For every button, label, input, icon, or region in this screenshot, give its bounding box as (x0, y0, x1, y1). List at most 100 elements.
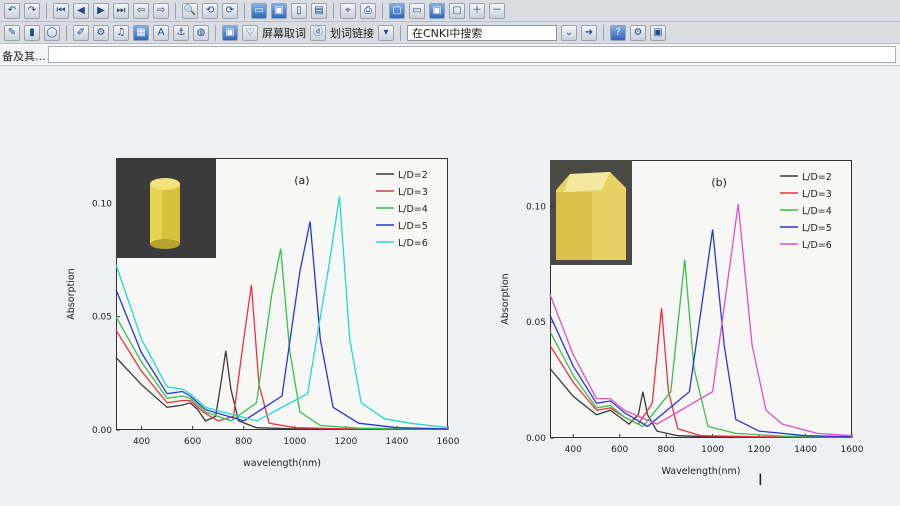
legend-label: L/D=2 (398, 170, 428, 181)
fit-width-icon[interactable]: ▭ (409, 2, 425, 19)
text-icon[interactable]: A (153, 24, 169, 41)
previous-page-icon[interactable]: ◀ (73, 2, 89, 19)
gear-icon[interactable]: ⚙ (93, 24, 109, 41)
address-bar: 备及其... (0, 44, 900, 66)
series-line (549, 229, 853, 438)
last-page-icon[interactable]: ⏭ (113, 2, 129, 19)
chevron-down-icon[interactable]: ⌄ (561, 24, 577, 41)
forward-icon[interactable]: ⇨ (153, 2, 169, 19)
x-tick-label: 1000 (283, 437, 306, 447)
save-icon[interactable]: ▣ (271, 2, 287, 19)
series-line (549, 203, 853, 437)
x-tick-label: 800 (235, 437, 252, 447)
dropdown-icon[interactable]: ▾ (378, 24, 394, 41)
undo-icon[interactable]: ↶ (4, 2, 20, 19)
series-line (115, 221, 449, 430)
toolbar-row-1: ↶ ↷ ⏮ ◀ ▶ ⏭ ⇦ ⇨ 🔍 ⟲ ⟳ ▭ ▣ ▯ ▤ ⌖ ⎙ ▢ ▭ ▣ … (0, 0, 900, 22)
two-page-icon[interactable]: ▯ (291, 2, 307, 19)
back-icon[interactable]: ⇦ (133, 2, 149, 19)
zoom-in-icon[interactable]: ＋ (469, 2, 485, 19)
y-axis-label: Absorption (66, 268, 77, 319)
search-input[interactable]: 在CNKI中搜索 (407, 24, 557, 41)
pencil-icon[interactable]: ✎ (4, 24, 20, 41)
legend-label: L/D=2 (802, 172, 832, 183)
panel-label: (b) (711, 176, 727, 189)
help-icon[interactable]: ? (610, 24, 626, 41)
toolbar-separator (400, 24, 401, 41)
legend-label: L/D=4 (398, 204, 428, 215)
x-axis-label: Wavelength(nm) (661, 466, 740, 477)
x-tick-label: 1000 (701, 445, 724, 455)
next-page-icon[interactable]: ▶ (93, 2, 109, 19)
x-tick-label: 1400 (385, 437, 408, 447)
toolbar-separator (382, 2, 383, 19)
y-tick-label: 0.05 (526, 318, 546, 328)
nanorod-inset-image (550, 160, 632, 265)
capture-icon[interactable]: ▣ (222, 24, 238, 41)
heart-icon[interactable]: ♡ (242, 24, 258, 41)
zoom-out-icon[interactable]: － (489, 2, 505, 19)
snapshot-icon[interactable]: ⎙ (360, 2, 376, 19)
word-link-button[interactable]: 划词链接 (330, 26, 374, 40)
fit-page-icon[interactable]: ▢ (389, 2, 405, 19)
fit-visible-icon[interactable]: ▢ (449, 2, 465, 19)
x-tick-label: 400 (133, 437, 150, 447)
go-icon[interactable]: ➜ (581, 24, 597, 41)
chart-icon[interactable]: ▦ (133, 24, 149, 41)
x-tick-label: 1600 (437, 437, 460, 447)
legend-label: L/D=4 (802, 206, 832, 217)
series-line (115, 350, 449, 430)
settings-icon[interactable]: ⚙ (630, 24, 646, 41)
stamp-icon[interactable]: ⚓ (173, 24, 189, 41)
x-tick-label: 1400 (794, 445, 817, 455)
y-tick-label: 0.00 (92, 426, 112, 436)
legend-label: L/D=6 (398, 238, 428, 249)
zoom-icon[interactable]: 🔍 (182, 2, 198, 19)
y-tick-label: 0.05 (92, 313, 112, 323)
window-icon[interactable]: ▣ (650, 24, 666, 41)
address-field[interactable] (48, 46, 896, 63)
x-tick-label: 1200 (334, 437, 357, 447)
text-cursor-icon: I (758, 470, 763, 489)
single-page-icon[interactable]: ▭ (251, 2, 267, 19)
series-line (115, 248, 449, 430)
legend-label: L/D=5 (398, 221, 428, 232)
note-icon[interactable]: ✐ (73, 24, 89, 41)
x-axis-label: wavelength(nm) (243, 458, 321, 469)
x-tick-label: 400 (565, 445, 582, 455)
audio-icon[interactable]: ♫ (113, 24, 129, 41)
toolbar-separator (244, 2, 245, 19)
screen-capture-button[interactable]: 屏幕取词 (262, 26, 306, 40)
world-icon[interactable]: ◍ (193, 24, 209, 41)
rotate-left-icon[interactable]: ⟲ (202, 2, 218, 19)
toolbar-row-2: ✎ ▮ ◯ ✐ ⚙ ♫ ▦ A ⚓ ◍ ▣ ♡ 屏幕取词 ⓓ 划词链接 ▾ 在C… (0, 22, 900, 44)
legend-label: L/D=3 (802, 189, 832, 200)
link-icon[interactable]: ⓓ (310, 24, 326, 41)
y-tick-label: 0.10 (92, 199, 112, 209)
redo-icon[interactable]: ↷ (24, 2, 40, 19)
x-tick-label: 600 (611, 445, 628, 455)
y-tick-label: 0.10 (526, 202, 546, 212)
continuous-icon[interactable]: ▤ (311, 2, 327, 19)
legend-label: L/D=5 (802, 223, 832, 234)
shape-icon[interactable]: ◯ (44, 24, 60, 41)
y-tick-label: 0.00 (526, 434, 546, 444)
toolbar-separator (66, 24, 67, 41)
x-tick-label: 800 (658, 445, 675, 455)
rotate-right-icon[interactable]: ⟳ (222, 2, 238, 19)
nanorod-icon (150, 178, 180, 249)
series-line (549, 308, 853, 438)
actual-size-icon[interactable]: ▣ (429, 2, 445, 19)
series-line (115, 196, 449, 429)
x-tick-label: 600 (184, 437, 201, 447)
toolbar-separator (46, 2, 47, 19)
series-line (549, 368, 853, 438)
chart-svg-b: 400 600 800 1000 1200 1400 1600 0.00 0.05 0.10 Wav… (500, 172, 864, 477)
toolbar-separator (215, 24, 216, 41)
select-icon[interactable]: ⌖ (340, 2, 356, 19)
toolbar-separator (175, 2, 176, 19)
toolbar-separator (603, 24, 604, 41)
highlight-icon[interactable]: ▮ (24, 24, 40, 41)
first-page-icon[interactable]: ⏮ (53, 2, 69, 19)
chart-svg-a: 400 600 800 1000 1200 1400 1600 0.00 0.05 0.10 wav… (66, 170, 460, 469)
